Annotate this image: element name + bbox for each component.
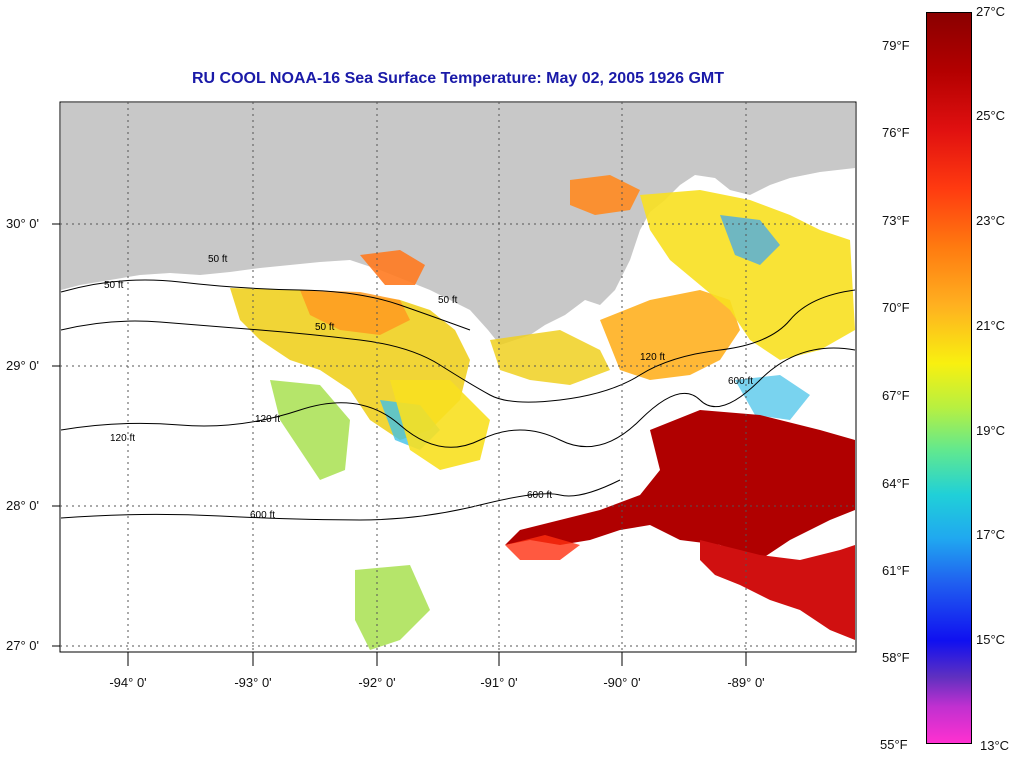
colorbar-celsius-label: 15°C	[976, 632, 1006, 647]
contour-label: 50 ft	[438, 295, 458, 306]
longitude-label: -90° 0'	[603, 675, 641, 690]
contour-label: 50 ft	[104, 280, 124, 291]
colorbar-celsius-label: 13°C	[980, 738, 1010, 753]
longitude-label: -91° 0'	[480, 675, 518, 690]
colorbar-celsius-label: 19°C	[976, 423, 1006, 438]
graticule	[60, 102, 856, 652]
colorbar-fahrenheit-label: 58°F	[882, 650, 910, 665]
colorbar-fahrenheit-label: 55°F	[880, 737, 908, 752]
longitude-label: -93° 0'	[234, 675, 272, 690]
colorbar-fahrenheit-label: 73°F	[882, 213, 910, 228]
colorbar-fahrenheit-label: 70°F	[882, 300, 910, 315]
latitude-label: 29° 0'	[6, 358, 39, 373]
contour-label: 120 ft	[110, 433, 135, 444]
colorbar-fahrenheit-label: 79°F	[882, 38, 910, 53]
colorbar-celsius-label: 25°C	[976, 108, 1006, 123]
colorbar-celsius-label: 21°C	[976, 318, 1006, 333]
axis-ticks	[52, 223, 747, 666]
colorbar-fahrenheit-label: 67°F	[882, 388, 910, 403]
sst-data	[230, 175, 855, 650]
contour-label: 50 ft	[315, 322, 335, 333]
longitude-label: -92° 0'	[358, 675, 396, 690]
colorbar-fahrenheit-label: 61°F	[882, 563, 910, 578]
contour-label: 600 ft	[527, 490, 552, 501]
contour-label: 120 ft	[640, 352, 665, 363]
latitude-label: 27° 0'	[6, 638, 39, 653]
colorbar-celsius-label: 23°C	[976, 213, 1006, 228]
colorbar-fahrenheit-label: 64°F	[882, 476, 910, 491]
contour-label: 120 ft	[255, 414, 280, 425]
map-title: RU COOL NOAA-16 Sea Surface Temperature:…	[191, 70, 725, 87]
temperature-colorbar	[926, 12, 972, 744]
colorbar-celsius-label: 27°C	[976, 4, 1006, 19]
colorbar-celsius-label: 17°C	[976, 527, 1006, 542]
contour-label: 50 ft	[208, 254, 228, 265]
colorbar-fahrenheit-label: 76°F	[882, 125, 910, 140]
longitude-label: -89° 0'	[727, 675, 765, 690]
contour-label: 600 ft	[250, 510, 275, 521]
contour-label: 600 ft	[728, 376, 753, 387]
latitude-label: 28° 0'	[6, 498, 39, 513]
latitude-label: 30° 0'	[6, 216, 39, 231]
longitude-label: -94° 0'	[109, 675, 147, 690]
depth-contours	[60, 279, 856, 521]
